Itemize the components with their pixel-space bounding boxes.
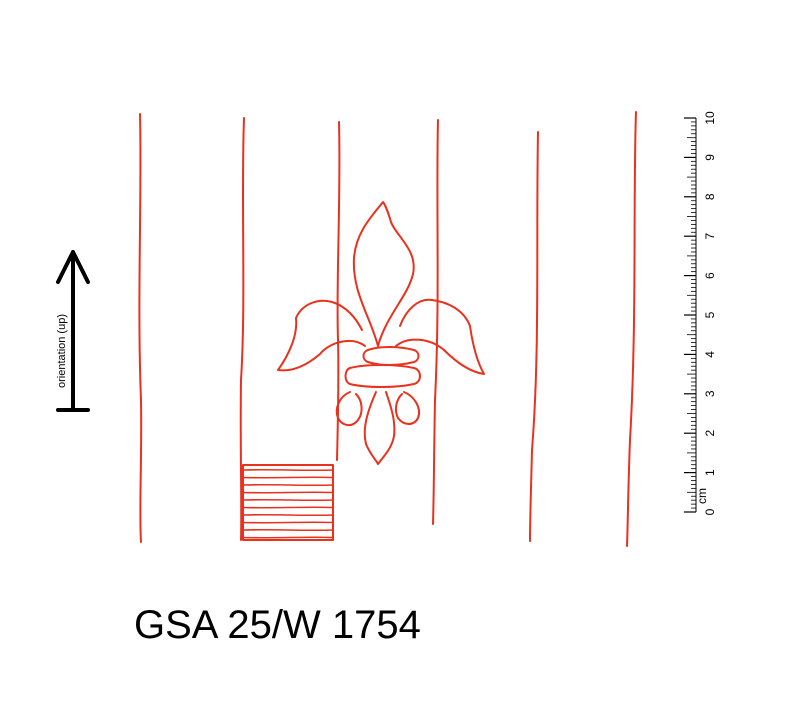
signature-label: GSA 25/W 1754: [134, 603, 421, 647]
hatch-line: [242, 536, 334, 539]
up-arrow-icon: [56, 250, 90, 412]
scale-tick-labels: 0 1 2 3 4 5 6 7 8 9 10: [703, 111, 717, 515]
scale-tick-label: 10: [703, 111, 717, 125]
hatch-line: [242, 498, 334, 502]
hatched-block-outline: [242, 464, 334, 541]
fleur-band-lower: [344, 364, 421, 388]
chain-line-1: [138, 113, 143, 543]
scale-tick-label: 8: [703, 193, 717, 200]
orientation-indicator: orientation (up): [56, 250, 90, 412]
chain-line-5: [529, 131, 539, 542]
hatch-line: [242, 513, 334, 517]
fleur-de-lis-icon: [277, 201, 485, 465]
chain-line-6: [626, 111, 637, 547]
scale-tick-label: 7: [703, 233, 717, 240]
scale-ticks: [684, 117, 696, 513]
hatch-line: [242, 491, 334, 494]
fleur-band-upper: [362, 346, 420, 366]
scale-tick-label: 5: [703, 311, 717, 318]
hatch-lines: [242, 468, 334, 539]
orientation-label: orientation (up): [56, 314, 68, 388]
scale-tick-label: 1: [703, 469, 717, 476]
hatch-line: [242, 468, 334, 472]
hatch-line: [242, 483, 334, 487]
fleur-right-petal: [395, 298, 485, 375]
scale-tick-label: 2: [703, 430, 717, 437]
fleur-left-petal: [277, 299, 366, 372]
hatch-line: [242, 521, 334, 524]
chain-line-2: [239, 117, 245, 541]
cm-scale: 0 1 2 3 4 5 6 7 8 9 10 cm: [684, 111, 717, 515]
hatch-line: [242, 506, 334, 509]
fleur-bottom-petal: [363, 391, 396, 465]
scale-tick-label: 0: [703, 508, 717, 515]
fleur-bottom-left-lobe: [335, 391, 363, 426]
chain-line-4: [432, 119, 439, 525]
fleur-bottom-right-lobe: [394, 391, 420, 425]
scale-tick-label: 4: [703, 351, 717, 358]
hatch-line: [242, 528, 334, 532]
scale-unit-label: cm: [695, 488, 709, 504]
hatched-block: [242, 464, 334, 541]
scale-tick-label: 6: [703, 272, 717, 279]
hatch-line: [242, 476, 334, 479]
fleur-top-petal: [352, 201, 415, 347]
scale-tick-label: 3: [703, 390, 717, 397]
watermark-drawing: [138, 111, 637, 547]
scale-tick-label: 9: [703, 154, 717, 161]
